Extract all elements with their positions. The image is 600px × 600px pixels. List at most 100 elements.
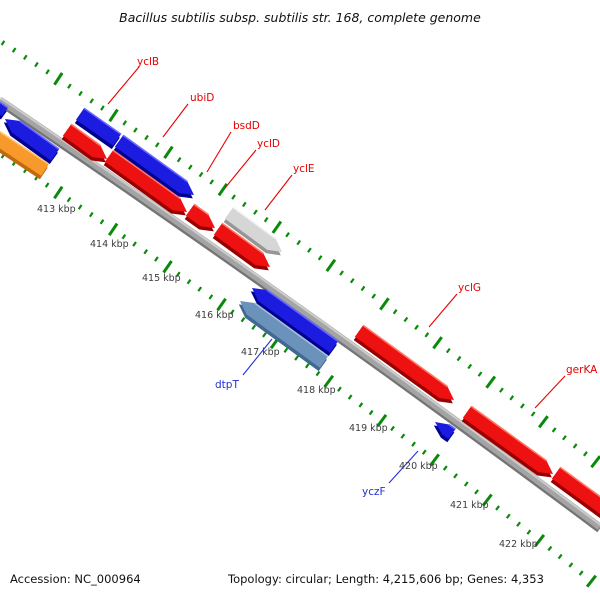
page-title: Bacillus subtilis subsp. subtilis str. 1…: [119, 10, 481, 25]
gene-body[interactable]: [551, 467, 600, 519]
gene-unlabeled[interactable]: [0, 100, 9, 120]
gene-unlabeled[interactable]: [3, 119, 60, 165]
major-tick: [325, 258, 337, 272]
gene-annotation-yclD: yclD: [224, 138, 280, 189]
minor-tick: [516, 521, 521, 527]
minor-tick: [551, 427, 557, 433]
minor-tick: [390, 425, 395, 432]
gene-unlabeled[interactable]: [550, 466, 600, 523]
gene-ubiD[interactable]: [113, 134, 194, 199]
minor-tick: [414, 324, 419, 330]
gene-label-gerKA[interactable]: gerKA: [566, 364, 598, 376]
gene-body[interactable]: [354, 325, 454, 400]
gene-body[interactable]: [104, 150, 187, 212]
minor-tick: [186, 278, 192, 285]
gene-label-yczF[interactable]: yczF: [362, 486, 386, 498]
scale-label-421-kbp: 421 kbp: [450, 500, 489, 511]
minor-tick: [11, 47, 17, 53]
minor-tick: [520, 403, 525, 409]
gene-unlabeled[interactable]: [103, 149, 187, 216]
minor-tick: [175, 271, 181, 277]
minor-tick: [578, 570, 584, 576]
minor-tick: [89, 98, 95, 104]
tick-line-upper: [0, 40, 600, 469]
gene-body[interactable]: [252, 288, 339, 353]
gene-label-yclG[interactable]: yclG: [458, 282, 481, 294]
minor-tick: [463, 481, 469, 487]
gene-bsdD[interactable]: [184, 203, 215, 232]
minor-tick: [568, 562, 574, 568]
gene-body[interactable]: [114, 135, 194, 195]
major-tick: [271, 220, 283, 234]
minor-tick: [317, 255, 323, 261]
gene-body[interactable]: [185, 204, 215, 228]
gene-body[interactable]: [0, 100, 8, 116]
gene-body[interactable]: [224, 207, 282, 252]
minor-tick: [442, 465, 448, 471]
gene-label-yclE[interactable]: yclE: [293, 163, 315, 175]
gene-body[interactable]: [76, 108, 121, 146]
major-tick: [323, 374, 335, 388]
gene-label-ubiD[interactable]: ubiD: [190, 92, 214, 104]
gene-body[interactable]: [213, 223, 270, 267]
gene-unlabeled[interactable]: [61, 123, 107, 163]
gene-highlight: [193, 203, 210, 216]
gene-dtpT[interactable]: [238, 301, 329, 372]
gene-unlabeled[interactable]: [250, 288, 339, 357]
gene-body[interactable]: [0, 129, 49, 176]
scale-label-420-kbp: 420 kbp: [399, 461, 438, 472]
minor-tick: [99, 219, 105, 225]
minor-tick: [304, 363, 310, 369]
minor-tick: [122, 120, 128, 126]
major-tick: [216, 297, 227, 312]
major-tick: [163, 145, 174, 159]
gene-body[interactable]: [240, 301, 329, 368]
minor-tick: [474, 489, 479, 495]
gene-label-dtpT[interactable]: dtpT: [215, 379, 239, 391]
minor-tick: [197, 286, 203, 292]
gene-highlight: [232, 206, 277, 240]
gene-body[interactable]: [62, 124, 107, 159]
leader-line: [428, 293, 458, 328]
minor-tick: [315, 370, 321, 377]
minor-tick: [403, 316, 409, 323]
minor-tick: [411, 441, 416, 447]
minor-tick: [526, 529, 532, 535]
gene-yclD[interactable]: [212, 222, 270, 271]
gene-yclG[interactable]: [353, 324, 454, 404]
minor-tick: [154, 256, 159, 262]
gene-highlight: [112, 149, 181, 200]
gene-body[interactable]: [462, 406, 553, 474]
minor-tick: [283, 347, 289, 353]
scale-label-413-kbp: 413 kbp: [37, 204, 76, 215]
minor-tick: [499, 387, 504, 393]
scale-label-418-kbp: 418 kbp: [297, 385, 336, 396]
minor-tick: [547, 545, 553, 552]
minor-tick: [360, 285, 366, 292]
status-summary: Topology: circular; Length: 4,215,606 bp…: [228, 572, 544, 586]
minor-tick: [347, 394, 353, 400]
leader-line: [162, 103, 189, 138]
minor-tick: [100, 105, 105, 111]
gene-annotation-ubiD: ubiD: [162, 92, 214, 138]
tick-line-lower: [0, 153, 597, 588]
minor-tick: [253, 209, 258, 215]
gene-label-bsdD[interactable]: bsdD: [233, 120, 260, 132]
gene-highlight: [221, 222, 265, 255]
minor-tick: [229, 309, 235, 315]
gene-yclB[interactable]: [74, 107, 122, 150]
minor-tick: [445, 347, 451, 354]
gene-unlabeled[interactable]: [0, 129, 50, 180]
gene-yclE[interactable]: [223, 206, 282, 256]
major-tick: [432, 336, 443, 350]
scale-label-419-kbp: 419 kbp: [349, 423, 388, 434]
gene-gerKA[interactable]: [461, 405, 553, 478]
gene-label-yclD[interactable]: yclD: [257, 138, 280, 150]
minor-tick: [144, 134, 149, 141]
gene-body[interactable]: [5, 119, 60, 161]
gene-yczF[interactable]: [433, 422, 456, 443]
gene-label-yclB[interactable]: yclB: [137, 56, 159, 68]
gene-annotation-yclB: yclB: [107, 56, 159, 105]
gene-highlight: [254, 302, 329, 357]
